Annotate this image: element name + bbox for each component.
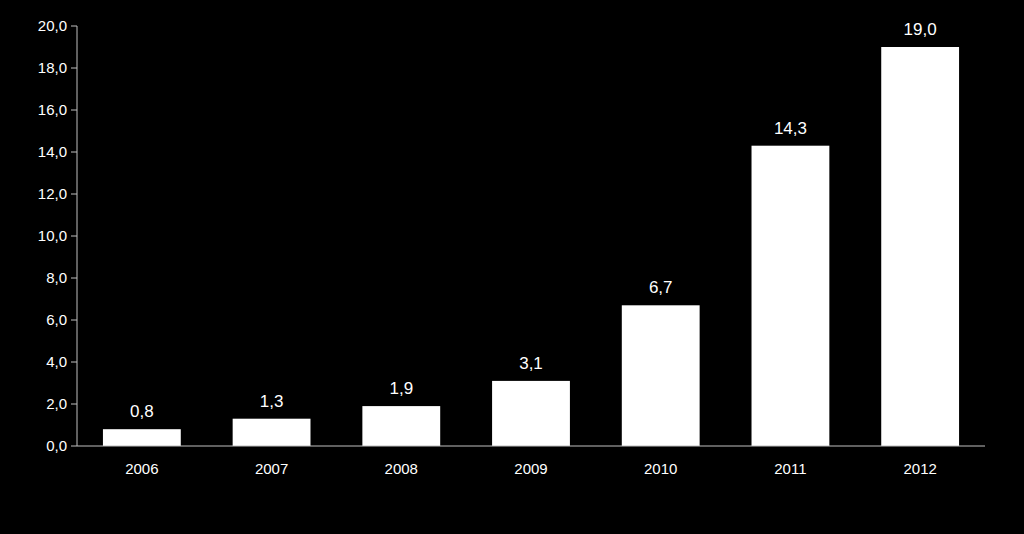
y-axis-ticks: 0,0 2,0 4,0 6,0 8,0 10,0 12,0 14,0 16,0 18,0 20,0 [38, 17, 77, 454]
x-tick-label: 2011 [774, 460, 806, 477]
y-tick-label: 8,0 [46, 269, 67, 286]
bar [622, 305, 700, 446]
y-tick-label: 16,0 [38, 101, 67, 118]
y-tick [71, 404, 77, 405]
bar [881, 47, 959, 446]
bars [103, 47, 959, 446]
data-labels: 0,8 1,3 1,9 3,1 6,7 14,3 19,0 [130, 20, 937, 421]
y-tick [71, 446, 77, 447]
data-label: 1,3 [260, 392, 284, 411]
y-tick-label: 10,0 [38, 227, 67, 244]
y-tick [71, 362, 77, 363]
y-tick-label: 0,0 [46, 437, 67, 454]
y-tick-label: 2,0 [46, 395, 67, 412]
y-tick-label: 4,0 [46, 353, 67, 370]
x-axis-line [77, 446, 985, 447]
y-tick [71, 236, 77, 237]
data-label: 19,0 [904, 20, 937, 39]
y-tick [71, 68, 77, 69]
x-tick-label: 2009 [514, 460, 547, 477]
y-tick-label: 12,0 [38, 185, 67, 202]
x-tick-label: 2008 [385, 460, 418, 477]
data-label: 14,3 [774, 119, 807, 138]
data-label: 0,8 [130, 402, 154, 421]
y-tick [71, 278, 77, 279]
y-tick [71, 152, 77, 153]
bar [492, 381, 570, 446]
bar [752, 146, 830, 446]
x-tick-label: 2010 [644, 460, 677, 477]
chart-svg: 0,0 2,0 4,0 6,0 8,0 10,0 12,0 14,0 16,0 18,0 20,0 2… [0, 0, 1024, 534]
background [0, 0, 1024, 534]
y-tick-label: 20,0 [38, 17, 67, 34]
y-tick-label: 6,0 [46, 311, 67, 328]
y-tick-label: 18,0 [38, 59, 67, 76]
y-tick [71, 194, 77, 195]
y-axis-line [77, 26, 78, 446]
bar [103, 429, 181, 446]
y-tick [71, 320, 77, 321]
chart-container: 0,0 2,0 4,0 6,0 8,0 10,0 12,0 14,0 16,0 18,0 20,0 2… [0, 0, 1024, 534]
data-label: 3,1 [519, 354, 543, 373]
data-label: 1,9 [389, 379, 413, 398]
x-tick-label: 2012 [903, 460, 936, 477]
bar [233, 419, 311, 446]
x-axis-labels: 2006 2007 2008 2009 2010 2011 2012 [125, 460, 937, 477]
y-tick [71, 26, 77, 27]
data-label: 6,7 [649, 278, 673, 297]
page: {"chart_data": {"type": "bar", "categori… [0, 0, 1024, 534]
y-tick-label: 14,0 [38, 143, 67, 160]
y-tick [71, 110, 77, 111]
x-tick-label: 2006 [125, 460, 158, 477]
bar [362, 406, 440, 446]
x-tick-label: 2007 [255, 460, 288, 477]
